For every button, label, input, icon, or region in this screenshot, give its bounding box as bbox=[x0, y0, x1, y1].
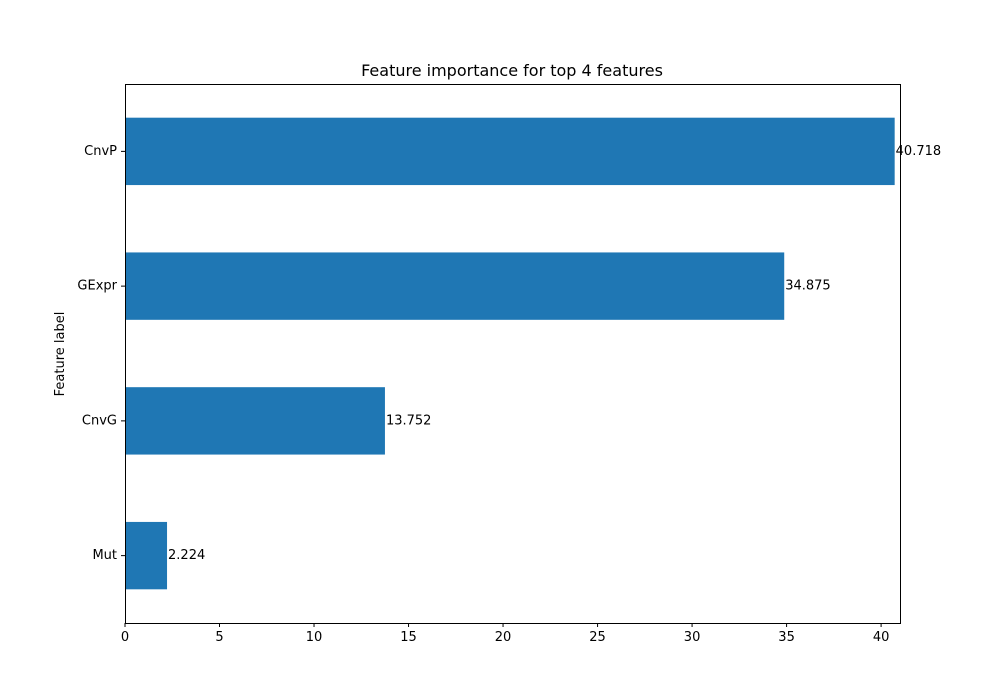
bar-gexpr bbox=[125, 252, 785, 320]
y-tick-label: CnvG bbox=[82, 413, 117, 428]
x-tick-label: 35 bbox=[778, 630, 795, 645]
data-label: 34.875 bbox=[785, 279, 831, 294]
y-tick-label: GExpr bbox=[77, 279, 117, 294]
y-tick-label: CnvP bbox=[84, 144, 117, 159]
x-tick-label: 5 bbox=[215, 630, 223, 645]
plot-area-frame bbox=[125, 84, 901, 624]
x-tick-label: 30 bbox=[684, 630, 701, 645]
x-tick-label: 25 bbox=[589, 630, 606, 645]
y-axis-label: Feature label bbox=[53, 312, 68, 397]
data-labels-layer: 40.718 34.875 13.752 2.224 bbox=[168, 144, 941, 563]
x-axis: 0 5 10 15 20 25 30 35 40 bbox=[121, 623, 890, 645]
y-tick-label: Mut bbox=[92, 548, 117, 563]
chart-title: Feature importance for top 4 features bbox=[361, 61, 663, 80]
x-tick-label: 10 bbox=[306, 630, 323, 645]
bar-mut bbox=[125, 521, 168, 590]
bar-cnvp bbox=[125, 117, 895, 186]
x-tick-label: 0 bbox=[121, 630, 129, 645]
y-axis: CnvP GExpr CnvG Mut bbox=[77, 144, 125, 563]
bars-layer bbox=[125, 117, 895, 590]
x-tick-label: 15 bbox=[400, 630, 417, 645]
data-label: 40.718 bbox=[896, 144, 942, 159]
bar-cnvg bbox=[125, 387, 385, 455]
data-label: 2.224 bbox=[168, 548, 205, 563]
x-tick-label: 40 bbox=[873, 630, 890, 645]
x-tick-label: 20 bbox=[495, 630, 512, 645]
data-label: 13.752 bbox=[386, 413, 432, 428]
